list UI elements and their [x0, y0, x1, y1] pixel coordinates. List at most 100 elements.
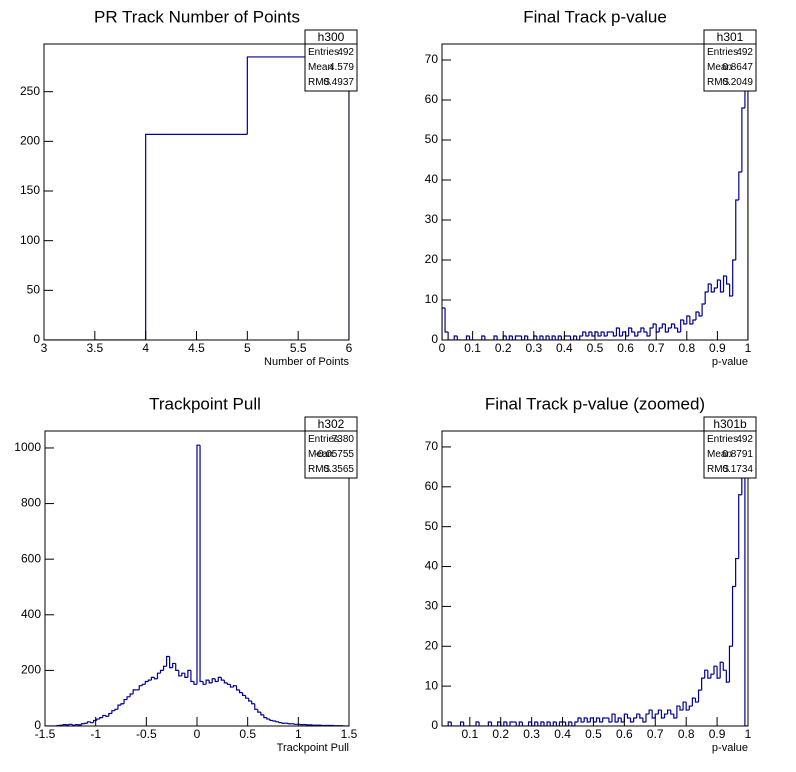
- histogram-bin: [558, 721, 563, 726]
- y-tick-label: 20: [425, 252, 439, 266]
- histogram-bin: [169, 656, 173, 669]
- histogram-bin: [565, 722, 569, 726]
- histogram-bin: [232, 685, 237, 688]
- stats-label: Entries: [707, 47, 738, 58]
- chart-title: Final Track p-value: [523, 7, 667, 26]
- stats-value: 0.8647: [722, 62, 753, 73]
- histogram-bin: [68, 723, 73, 725]
- histogram-bin: [670, 710, 674, 715]
- histogram-bin: [658, 327, 663, 332]
- histogram-bin: [618, 328, 623, 337]
- histogram-bin: [105, 715, 109, 717]
- histogram-bin: [481, 335, 485, 340]
- histogram-bin: [278, 721, 283, 724]
- histogram-bin: [497, 721, 501, 726]
- histogram-bin: [710, 673, 714, 679]
- x-tick-label: 0.7: [647, 727, 664, 741]
- histogram-bin: [691, 697, 696, 707]
- x-axis-label: Trackpoint Pull: [277, 742, 349, 754]
- histogram-bin: [679, 706, 684, 711]
- x-tick-label: 4: [142, 341, 149, 355]
- y-tick-label: 0: [33, 332, 40, 346]
- histogram-bin: [214, 678, 219, 683]
- histogram-bin: [456, 336, 461, 340]
- histogram-bin: [682, 701, 687, 711]
- histogram-bin: [680, 319, 684, 332]
- histogram-bin: [220, 677, 225, 681]
- histogram-bin: [147, 679, 152, 682]
- x-tick-label: 4.5: [188, 341, 205, 355]
- x-tick-label: 0.8: [678, 727, 695, 741]
- histogram-bin: [731, 585, 736, 647]
- histogram-bin: [536, 336, 540, 340]
- histogram-bin: [719, 661, 724, 679]
- histogram-bin: [738, 494, 742, 559]
- histogram-bin: [540, 721, 544, 726]
- histogram-bin: [266, 717, 270, 720]
- histogram-bin: [606, 331, 611, 336]
- stats-label: Mean: [308, 449, 333, 460]
- histogram-bin: [676, 705, 680, 719]
- histogram-bin: [511, 336, 516, 340]
- histogram-bin: [508, 335, 513, 340]
- y-tick-label: 100: [20, 233, 40, 247]
- histogram-bin: [732, 259, 736, 296]
- histogram-bin: [600, 331, 605, 336]
- histogram-bin: [611, 713, 616, 723]
- histogram-bin: [475, 721, 480, 726]
- histogram-bin: [490, 722, 495, 726]
- histogram-bin: [202, 681, 207, 685]
- histogram-bin: [539, 335, 543, 340]
- histogram-bin: [574, 721, 578, 726]
- histogram-bin: [111, 710, 115, 714]
- y-tick-label: 70: [425, 439, 439, 453]
- x-tick-label: 0.4: [556, 341, 573, 355]
- histogram-bin: [673, 324, 678, 329]
- histogram-bin: [141, 683, 146, 686]
- x-tick-label: 0.5: [585, 727, 602, 741]
- histogram-bin: [114, 708, 118, 711]
- y-tick-label: 250: [20, 84, 40, 98]
- histogram-bin: [554, 336, 559, 340]
- stats-name: h300: [318, 30, 345, 44]
- histogram-bin: [235, 685, 240, 691]
- histogram-bin: [661, 323, 666, 328]
- histogram-bin: [187, 669, 191, 678]
- histogram-bin: [71, 724, 76, 726]
- histogram-bin: [694, 698, 699, 703]
- histogram-bin: [588, 331, 592, 336]
- histogram-bin: [251, 700, 255, 705]
- histogram-bin: [543, 722, 548, 726]
- x-tick-label: 0.6: [616, 727, 633, 741]
- histogram-bin: [99, 717, 103, 720]
- histogram-bin: [716, 666, 721, 679]
- histogram-bin: [585, 332, 589, 337]
- histogram-bin: [612, 332, 617, 337]
- x-tick-label: 0.5: [239, 727, 256, 741]
- y-tick-label: 200: [21, 663, 41, 677]
- stats-name: h302: [318, 417, 345, 431]
- histogram-bin: [602, 717, 606, 723]
- plot: [442, 44, 748, 340]
- y-tick-label: 50: [27, 283, 41, 297]
- histogram-bin: [572, 335, 577, 340]
- histogram-bin: [166, 655, 170, 667]
- histogram-bin: [496, 336, 501, 340]
- histogram-bin: [599, 718, 603, 723]
- histogram-bin: [704, 669, 708, 679]
- histogram-bin: [447, 332, 452, 340]
- histogram-bin: [537, 722, 541, 726]
- histogram-bin: [120, 703, 125, 706]
- histogram-bin: [117, 704, 121, 710]
- histogram-bin: [631, 328, 635, 333]
- x-tick-label: -1: [90, 727, 101, 741]
- histogram-bin: [728, 645, 733, 683]
- histogram-bin: [272, 720, 277, 722]
- stats-box: [703, 29, 757, 92]
- histogram-bin: [548, 336, 553, 340]
- histogram-bin: [719, 280, 724, 293]
- stats-box: [703, 416, 757, 479]
- histogram-bin: [153, 677, 158, 680]
- histogram-bin: [524, 335, 528, 340]
- histogram-bin: [646, 332, 651, 337]
